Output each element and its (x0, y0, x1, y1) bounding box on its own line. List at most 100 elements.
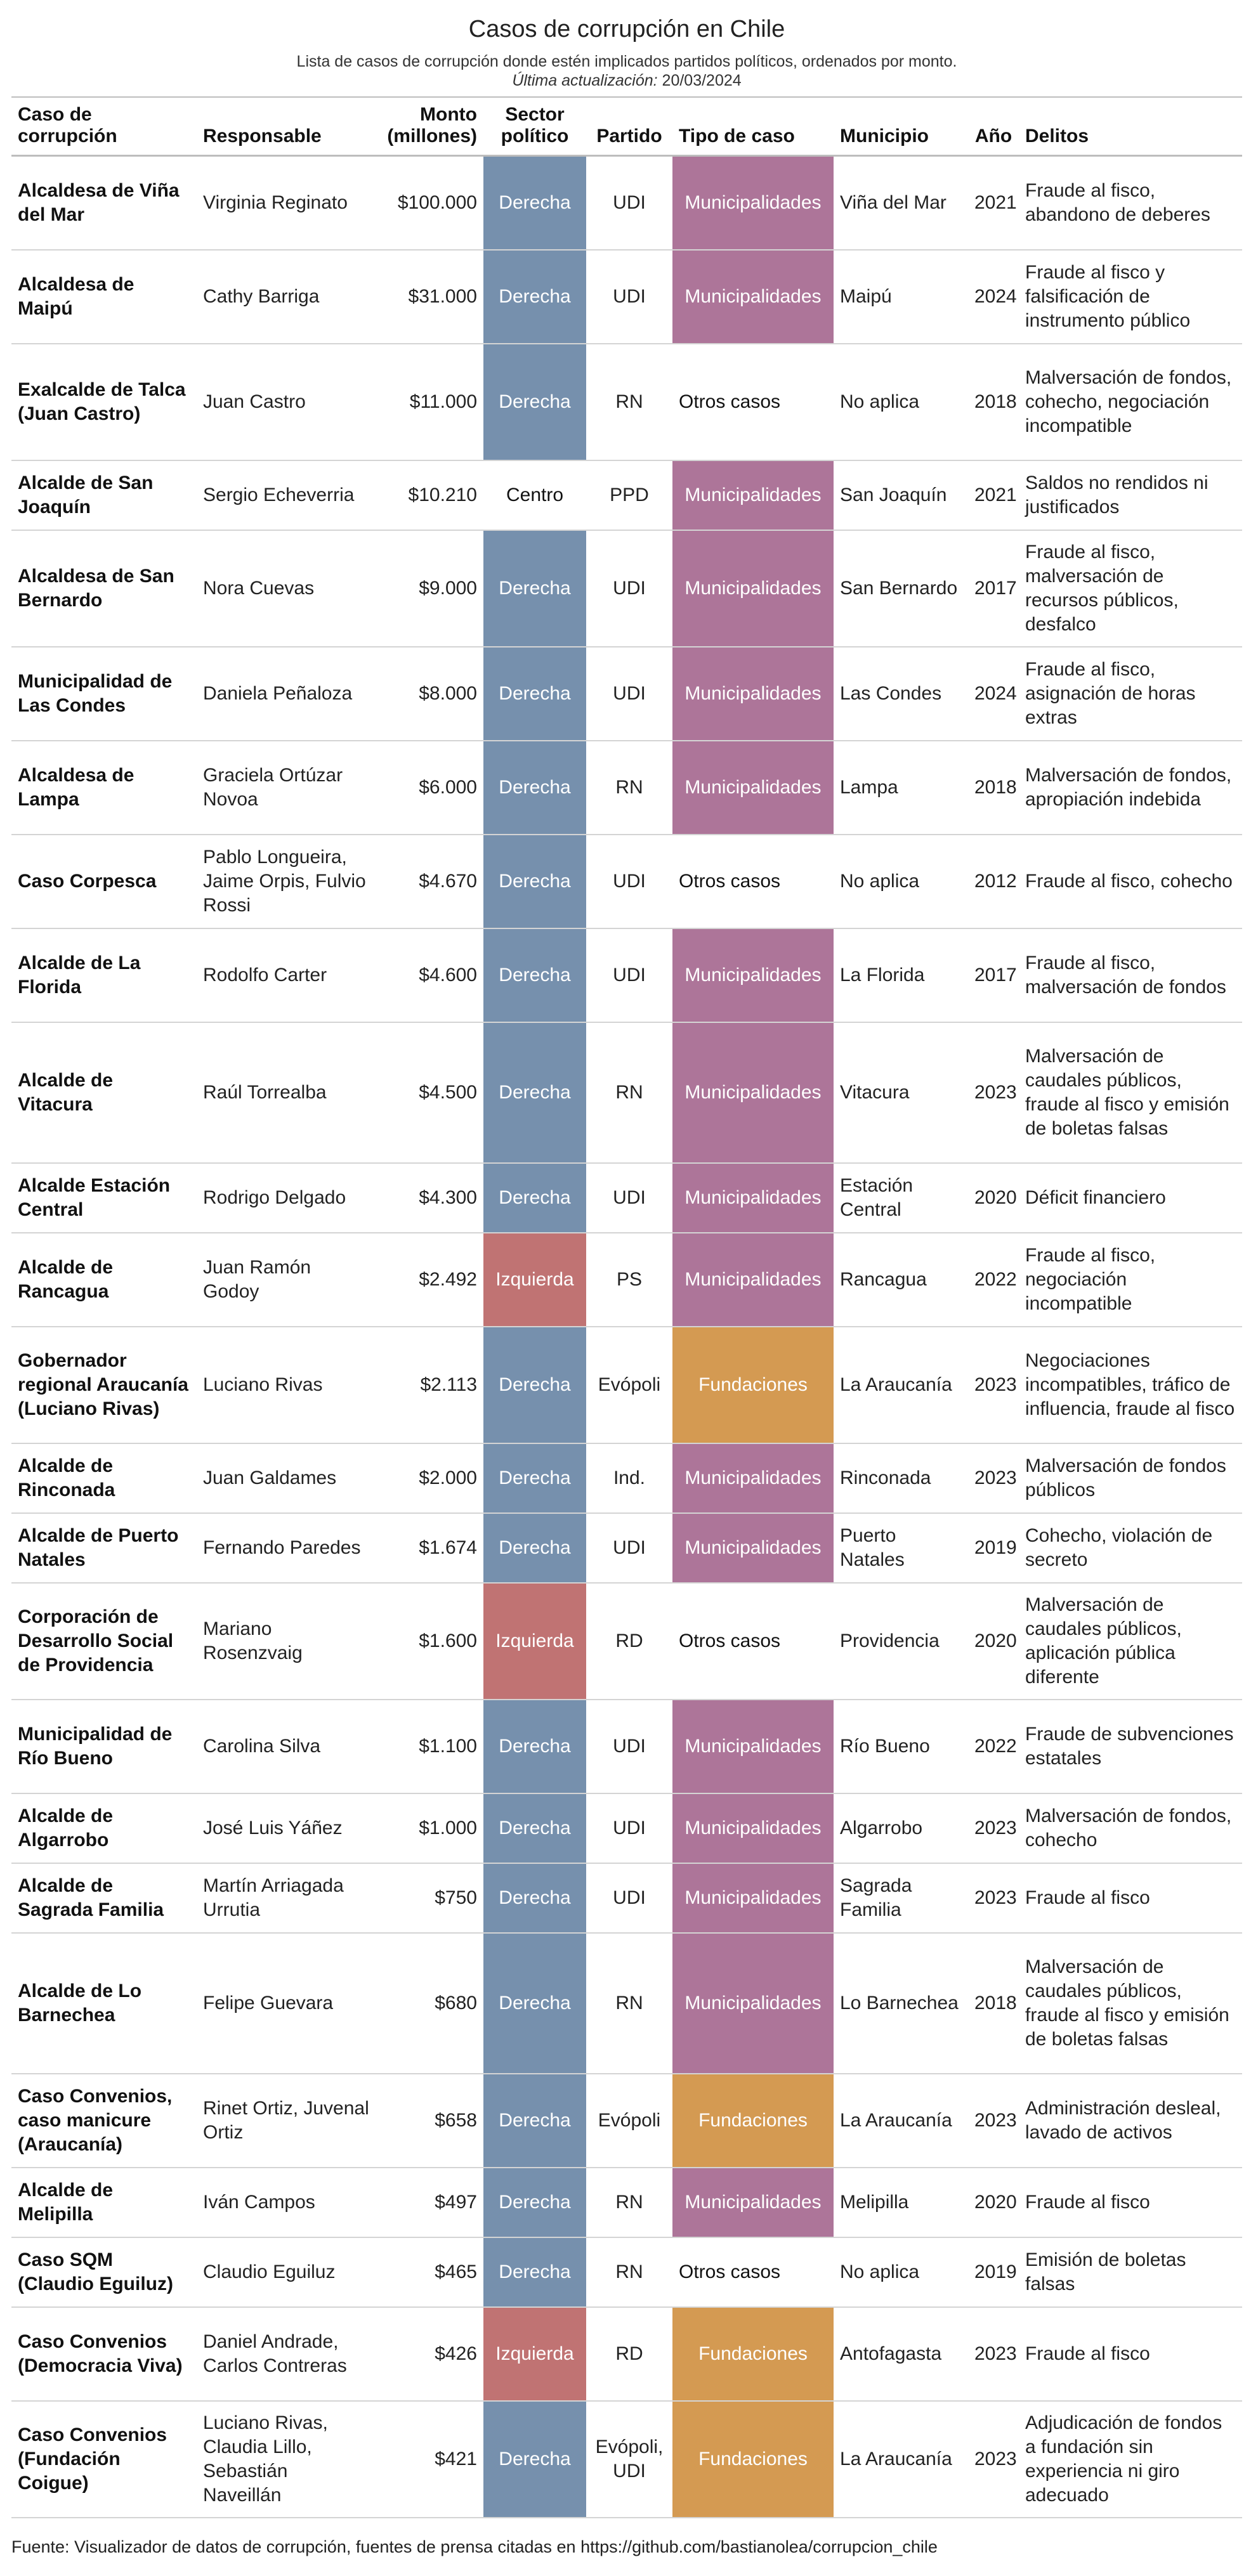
cell-anio: 2023 (968, 2073, 1019, 2168)
cell-partido: UDI (586, 249, 672, 344)
cell-tipo: Fundaciones (672, 2073, 834, 2168)
cell-delitos: Malversación de fondos, cohecho, negocia… (1019, 343, 1242, 461)
cell-caso: Alcalde de San Joaquín (11, 460, 197, 531)
cell-partido: PS (586, 1232, 672, 1327)
cell-responsable: Rinet Ortiz, Juvenal Ortiz (197, 2073, 376, 2168)
cell-partido: Ind. (586, 1443, 672, 1514)
table-row: Municipalidad de Río Bueno Carolina Silva… (11, 1699, 1242, 1794)
cell-delitos: Fraude de subvenciones estatales (1019, 1699, 1242, 1794)
cell-anio: 2019 (968, 1512, 1019, 1584)
cell-responsable: Pablo Longueira, Jaime Orpis, Fulvio Ros… (197, 834, 376, 929)
cell-partido: RN (586, 2167, 672, 2238)
cell-partido: RN (586, 1932, 672, 2074)
cell-caso: Alcaldesa de San Bernardo (11, 530, 197, 647)
table-row: Caso SQM (Claudio Eguiluz) Claudio Eguilu… (11, 2237, 1242, 2308)
cell-tipo: Fundaciones (672, 2400, 834, 2518)
cell-responsable: Virginia Reginato (197, 155, 376, 250)
cell-tipo: Otros casos (672, 343, 834, 461)
cell-sector: Derecha (483, 1863, 586, 1934)
header-monto[interactable]: Monto (millones) (376, 97, 483, 156)
cell-sector: Derecha (483, 928, 586, 1023)
cell-caso: Alcaldesa de Lampa (11, 740, 197, 835)
header-responsable[interactable]: Responsable (203, 126, 322, 146)
cell-delitos: Malversación de fondos públicos (1019, 1443, 1242, 1514)
cell-monto: $1.000 (376, 1793, 483, 1864)
cell-monto: $465 (376, 2237, 483, 2308)
table-row: Alcalde de Puerto Natales Fernando Parede… (11, 1512, 1242, 1584)
cell-delitos: Fraude al fisco, malversación de recurso… (1019, 530, 1242, 647)
cell-caso: Caso Convenios (Democracia Viva) (11, 2306, 197, 2402)
cell-anio: 2012 (968, 834, 1019, 929)
cell-anio: 2022 (968, 1699, 1019, 1794)
cell-sector: Derecha (483, 740, 586, 835)
cell-delitos: Fraude al fisco, negociación incompatibl… (1019, 1232, 1242, 1327)
cell-responsable: Juan Galdames (197, 1443, 376, 1514)
cell-sector: Derecha (483, 1022, 586, 1164)
cell-partido: UDI (586, 1863, 672, 1934)
cell-monto: $100.000 (376, 155, 483, 250)
cell-sector: Derecha (483, 1162, 586, 1233)
cell-monto: $4.600 (376, 928, 483, 1023)
page-subtitle: Lista de casos de corrupción donde estén… (296, 53, 957, 70)
header-sector-line2: político (501, 126, 569, 146)
cell-caso: Municipalidad de Las Condes (11, 646, 197, 741)
cell-responsable: Cathy Barriga (197, 249, 376, 344)
cell-anio: 2022 (968, 1232, 1019, 1327)
table-row: Gobernador regional Araucanía (Luciano R… (11, 1326, 1242, 1444)
cell-municipio: Estación Central (834, 1162, 968, 1233)
header-caso[interactable]: Caso de corrupción (11, 97, 197, 156)
cell-municipio: La Araucanía (834, 2400, 968, 2518)
report-container: Casos de corrupción en Chile Lista de ca… (11, 0, 1242, 2518)
table-row: Alcaldesa de Maipú Cathy Barriga $31.000 De… (11, 249, 1242, 344)
cell-responsable: Claudio Eguiluz (197, 2237, 376, 2308)
cell-tipo: Fundaciones (672, 1326, 834, 1444)
cell-delitos: Malversación de caudales públicos, fraud… (1019, 1932, 1242, 2074)
cell-responsable: José Luis Yáñez (197, 1793, 376, 1864)
cell-responsable: Daniela Peñaloza (197, 646, 376, 741)
cell-tipo: Municipalidades (672, 740, 834, 835)
cell-partido: UDI (586, 928, 672, 1023)
cell-anio: 2024 (968, 646, 1019, 741)
cell-delitos: Adjudicación de fondos a fundación sin e… (1019, 2400, 1242, 2518)
cell-partido: RN (586, 1022, 672, 1164)
cell-tipo: Municipalidades (672, 460, 834, 531)
table-row: Caso Corpesca Pablo Longueira, Jaime Orpi… (11, 834, 1242, 929)
cell-partido: RD (586, 2306, 672, 2402)
header-municipio[interactable]: Municipio (840, 126, 929, 146)
header-monto-line2: (millones) (387, 126, 477, 146)
cell-monto: $1.100 (376, 1699, 483, 1794)
cell-sector: Derecha (483, 1699, 586, 1794)
cell-partido: RN (586, 343, 672, 461)
cell-responsable: Luciano Rivas, Claudia Lillo, Sebastián … (197, 2400, 376, 2518)
corruption-cases-table: Caso de corrupción Responsable Monto (mill… (11, 96, 1242, 2518)
cell-anio: 2019 (968, 2237, 1019, 2308)
cell-tipo: Municipalidades (672, 1699, 834, 1794)
header-sector-line1: Sector (505, 104, 565, 125)
cell-municipio: Puerto Natales (834, 1512, 968, 1584)
header-tipo[interactable]: Tipo de caso (679, 126, 795, 146)
cell-sector: Derecha (483, 1932, 586, 2074)
cell-tipo: Municipalidades (672, 1443, 834, 1514)
table-row: Municipalidad de Las Condes Daniela Peñal… (11, 646, 1242, 741)
cell-anio: 2023 (968, 2400, 1019, 2518)
cell-caso: Alcalde de Melipilla (11, 2167, 197, 2238)
header-anio[interactable]: Año (974, 126, 1012, 146)
header-partido[interactable]: Partido (596, 126, 662, 146)
cell-municipio: No aplica (834, 2237, 968, 2308)
cell-partido: UDI (586, 1162, 672, 1233)
cell-monto: $426 (376, 2306, 483, 2402)
cell-monto: $31.000 (376, 249, 483, 344)
cell-delitos: Administración desleal, lavado de activo… (1019, 2073, 1242, 2168)
cell-delitos: Saldos no rendidos ni justificados (1019, 460, 1242, 531)
cell-delitos: Malversación de fondos, apropiación inde… (1019, 740, 1242, 835)
cell-tipo: Municipalidades (672, 1232, 834, 1327)
header-delitos[interactable]: Delitos (1025, 126, 1089, 146)
cell-partido: UDI (586, 1699, 672, 1794)
cell-monto: $1.600 (376, 1582, 483, 1700)
cell-tipo: Otros casos (672, 1582, 834, 1700)
cell-municipio: Viña del Mar (834, 155, 968, 250)
cell-responsable: Daniel Andrade, Carlos Contreras (197, 2306, 376, 2402)
cell-anio: 2023 (968, 1863, 1019, 1934)
cell-sector: Derecha (483, 2167, 586, 2238)
header-sector[interactable]: Sector político (483, 97, 586, 156)
